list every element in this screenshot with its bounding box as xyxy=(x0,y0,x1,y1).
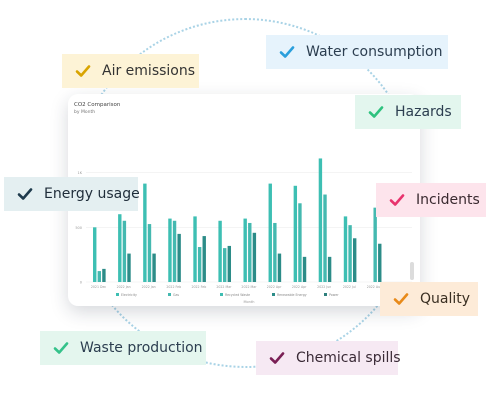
x-tick-label: 2022 Jan xyxy=(117,285,131,289)
bar-renewable-energy xyxy=(152,253,156,282)
check-icon xyxy=(75,65,91,77)
bar-gas xyxy=(373,207,377,282)
check-icon xyxy=(389,194,405,206)
x-tick-label: 2022 Feb xyxy=(166,285,181,289)
x-tick-label: 2022 Jan xyxy=(142,285,156,289)
bar-gas xyxy=(323,194,327,282)
bar-gas xyxy=(348,225,352,282)
tag-label: Waste production xyxy=(80,340,203,356)
tag-label: Water consumption xyxy=(306,44,443,60)
tag-chemical-spills: Chemical spills xyxy=(256,341,401,375)
bar-renewable-energy xyxy=(378,243,382,282)
check-icon xyxy=(269,352,285,364)
bar-renewable-energy xyxy=(252,232,257,282)
bar-gas xyxy=(197,247,202,282)
bar-electricity xyxy=(293,185,298,282)
x-tick-label: 2022 Aug xyxy=(367,285,382,289)
bar-gas xyxy=(248,222,252,282)
x-tick-label: 2022 Jul xyxy=(343,285,356,289)
x-tick-label: 2022 Apr xyxy=(267,285,282,289)
legend-entry: Gas xyxy=(173,293,179,297)
bar-renewable-energy xyxy=(302,256,307,282)
chart-subtitle: by Month xyxy=(74,109,95,115)
bar-electricity xyxy=(118,214,122,282)
tag-label: Air emissions xyxy=(102,63,196,79)
tag-label: Quality xyxy=(420,291,471,307)
check-icon xyxy=(53,342,69,354)
legend-swatch xyxy=(116,293,119,296)
bar-electricity xyxy=(343,216,348,282)
legend-entry: Power xyxy=(329,293,339,297)
bar-renewable-energy xyxy=(202,236,206,282)
x-tick-label: 2022 Feb xyxy=(191,285,206,289)
legend-entry: Renewable Energy xyxy=(277,293,307,297)
bar-electricity xyxy=(268,183,272,282)
bar-gas xyxy=(298,203,302,282)
x-axis-label: Month xyxy=(244,300,255,304)
bar-renewable-energy xyxy=(127,253,131,282)
legend-swatch xyxy=(272,293,275,296)
bar-electricity xyxy=(318,158,323,282)
bar-renewable-energy xyxy=(327,256,332,282)
tag-water-consumption: Water consumption xyxy=(266,35,448,69)
bar-gas xyxy=(223,248,227,282)
legend-entry: Recycled Waste xyxy=(225,293,250,297)
y-tick-label: 500 xyxy=(75,226,82,230)
bar-gas xyxy=(147,224,152,282)
tag-label: Energy usage xyxy=(44,186,140,202)
bar-electricity xyxy=(193,216,197,282)
check-icon xyxy=(279,46,295,58)
bar-renewable-energy xyxy=(277,253,282,282)
y-tick-label: 0 xyxy=(80,281,82,285)
tag-label: Chemical spills xyxy=(296,350,401,366)
x-tick-label: 2021 Dec xyxy=(91,285,107,289)
check-icon xyxy=(17,188,33,200)
bar-renewable-energy xyxy=(102,268,106,282)
chart-title: CO2 Comparison xyxy=(74,102,121,108)
bar-gas xyxy=(273,222,277,282)
tag-quality: Quality xyxy=(380,282,478,316)
bar-electricity xyxy=(143,183,147,282)
scrollbar[interactable] xyxy=(410,262,414,280)
legend-entry: Electricity xyxy=(121,293,137,297)
bar-gas xyxy=(97,271,102,282)
x-tick-label: 2022 Jun xyxy=(317,285,331,289)
check-icon xyxy=(393,293,409,305)
bar-gas xyxy=(122,220,127,282)
tag-air-emissions: Air emissions xyxy=(62,54,199,88)
x-tick-label: 2022 Apr xyxy=(292,285,307,289)
bar-gas xyxy=(172,220,177,282)
bar-renewable-energy xyxy=(227,245,232,282)
bar-electricity xyxy=(218,220,222,282)
bar-electricity xyxy=(93,227,97,282)
x-tick-label: 2022 Mar xyxy=(241,285,257,289)
check-icon xyxy=(368,106,384,118)
tag-energy-usage: Energy usage xyxy=(4,177,140,211)
tag-label: Hazards xyxy=(395,104,452,120)
tag-waste-production: Waste production xyxy=(40,331,206,365)
bar-electricity xyxy=(243,218,247,282)
bar-renewable-energy xyxy=(177,233,181,282)
tag-incidents: Incidents xyxy=(376,183,486,217)
legend-swatch xyxy=(220,293,223,296)
y-tick-label: 1K xyxy=(77,171,82,175)
bar-electricity xyxy=(168,218,172,282)
legend-swatch xyxy=(168,293,171,296)
legend-swatch xyxy=(324,293,327,296)
tag-label: Incidents xyxy=(416,192,480,208)
x-tick-label: 2022 Mar xyxy=(216,285,232,289)
tag-hazards: Hazards xyxy=(355,95,461,129)
bar-renewable-energy xyxy=(352,238,357,282)
